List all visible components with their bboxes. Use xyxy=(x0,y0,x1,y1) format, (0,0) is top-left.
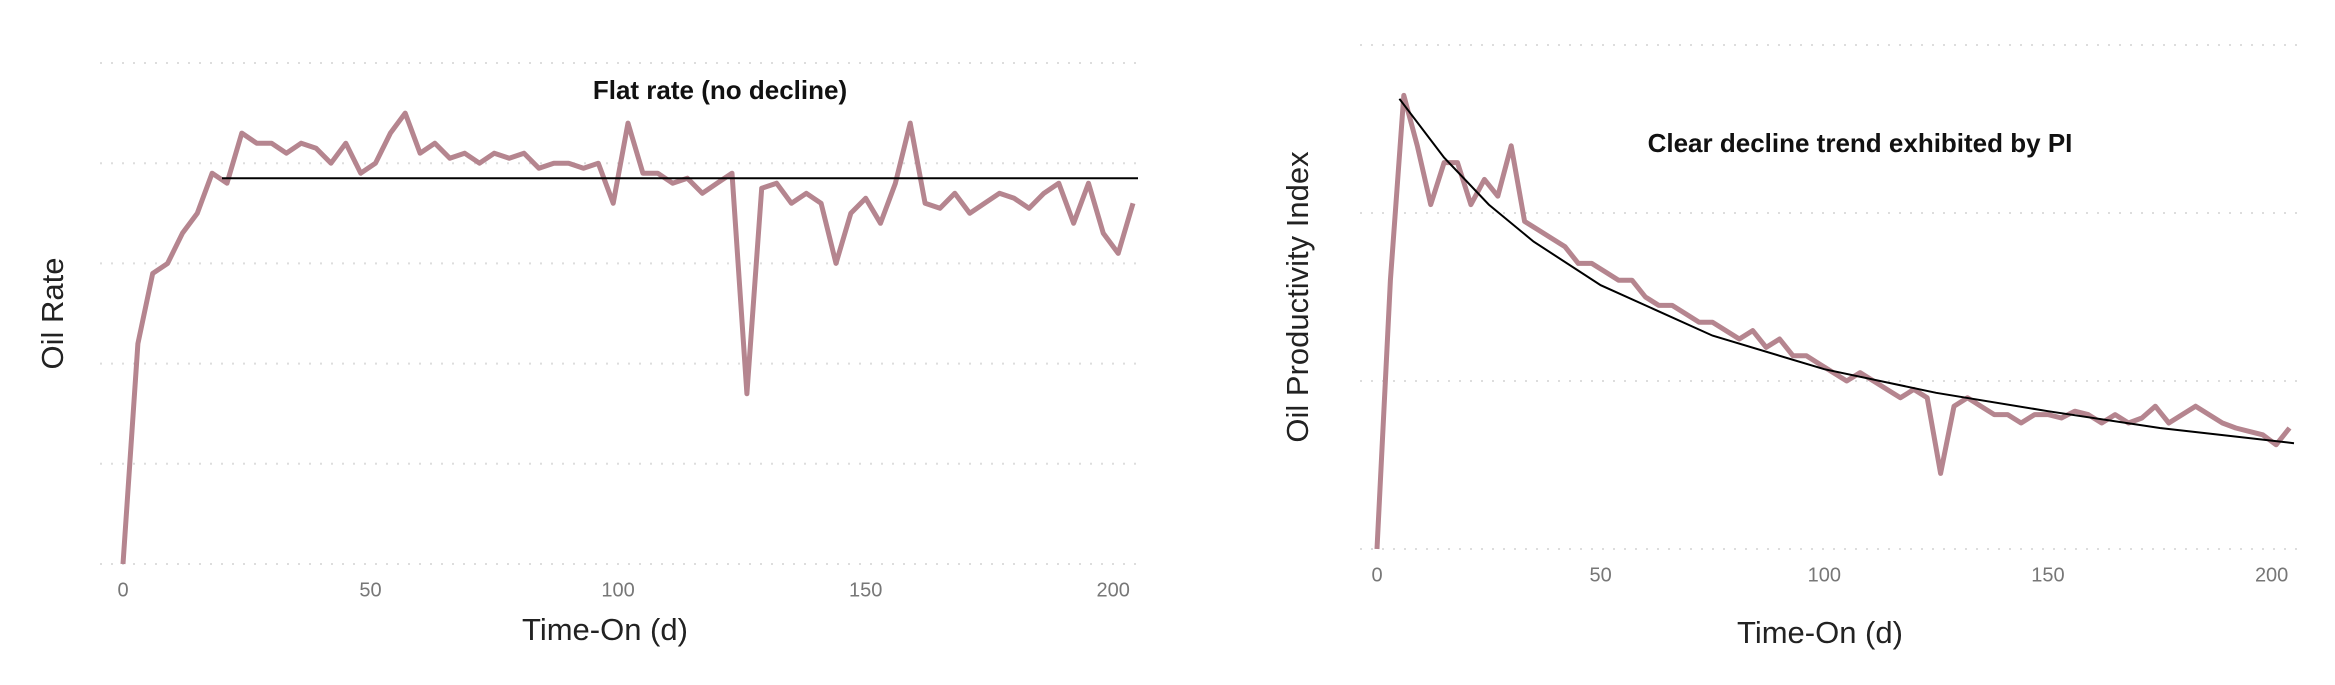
data-line xyxy=(120,110,1136,565)
x-tick-label: 50 xyxy=(1590,564,1612,586)
y-axis-title: Oil Productivity Index xyxy=(1280,151,1315,443)
annotation: Clear decline trend exhibited by PI xyxy=(1648,128,2073,158)
x-tick-label: 200 xyxy=(2255,564,2288,586)
x-tick-label: 150 xyxy=(849,579,882,601)
y-axis-title: Oil Rate xyxy=(35,258,70,370)
trend-line xyxy=(1398,98,2295,445)
x-tick-label: 100 xyxy=(601,579,634,601)
x-tick-label: 200 xyxy=(1097,579,1130,601)
annotation: Flat rate (no decline) xyxy=(593,75,847,105)
x-tick-label: 0 xyxy=(1371,564,1382,586)
x-axis-title: Time-On (d) xyxy=(1737,615,1903,650)
data-line xyxy=(1374,92,2292,550)
x-axis-title: Time-On (d) xyxy=(522,612,688,647)
x-tick-label: 50 xyxy=(359,579,381,601)
x-tick-label: 150 xyxy=(2031,564,2064,586)
x-tick-label: 0 xyxy=(117,579,128,601)
x-tick-label: 100 xyxy=(1808,564,1841,586)
